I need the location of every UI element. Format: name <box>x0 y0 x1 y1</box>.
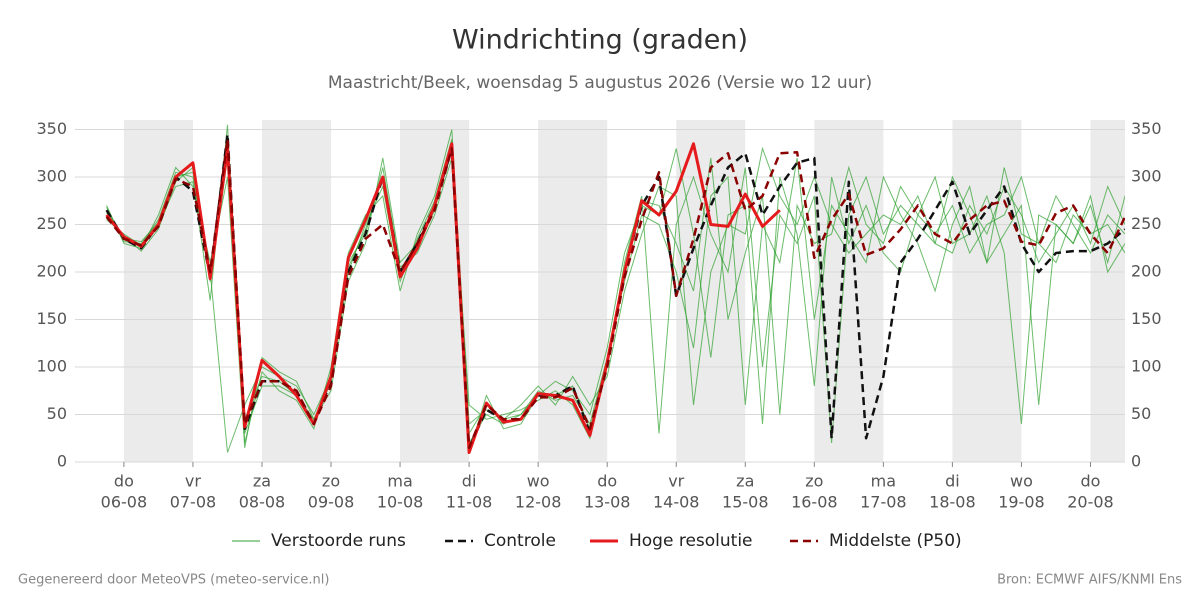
y2-tick-label: 0 <box>1131 452 1141 471</box>
x-tick-sublabel: 18-08 <box>929 493 976 512</box>
x-tick-label: di <box>945 472 960 491</box>
chart-subtitle: Maastricht/Beek, woensdag 5 augustus 202… <box>328 73 872 93</box>
y-tick-label: 150 <box>36 309 67 328</box>
y-tick-label: 0 <box>57 452 67 471</box>
y2-tick-label: 350 <box>1131 119 1162 138</box>
x-tick-sublabel: 07-08 <box>170 493 217 512</box>
x-tick-label: vr <box>668 472 684 491</box>
y2-tick-label: 200 <box>1131 262 1162 281</box>
y2-tick-label: 150 <box>1131 309 1162 328</box>
x-tick-sublabel: 19-08 <box>998 493 1045 512</box>
y2-tick-label: 50 <box>1131 404 1151 423</box>
x-tick-label: ma <box>387 472 412 491</box>
y-tick-label: 200 <box>36 262 67 281</box>
x-tick-label: ma <box>871 472 896 491</box>
x-tick-label: zo <box>805 472 823 491</box>
legend-label: Hoge resolutie <box>629 531 753 551</box>
x-tick-sublabel: 06-08 <box>101 493 148 512</box>
footer-right: Bron: ECMWF AIFS/KNMI Ens <box>997 573 1182 588</box>
plot-area <box>105 124 1125 454</box>
y2-tick-label: 250 <box>1131 214 1162 233</box>
x-tick-label: do <box>597 472 617 491</box>
day-shade <box>1090 120 1125 462</box>
ensemble-line <box>106 124 1125 444</box>
x-tick-sublabel: 11-08 <box>446 493 493 512</box>
x-tick-label: zo <box>322 472 340 491</box>
x-tick-sublabel: 15-08 <box>722 493 769 512</box>
y-tick-label: 250 <box>36 214 67 233</box>
legend-label: Controle <box>484 531 556 551</box>
x-tick-sublabel: 09-08 <box>308 493 355 512</box>
ensemble-line <box>106 148 1125 453</box>
x-tick-sublabel: 20-08 <box>1067 493 1114 512</box>
y-tick-label: 350 <box>36 119 67 138</box>
y-tick-label: 300 <box>36 167 67 186</box>
x-tick-label: wo <box>1010 472 1033 491</box>
x-tick-label: wo <box>527 472 550 491</box>
y-tick-label: 50 <box>47 404 67 423</box>
x-tick-sublabel: 13-08 <box>584 493 631 512</box>
legend-label: Middelste (P50) <box>829 531 962 551</box>
x-tick-label: do <box>114 472 134 491</box>
x-tick-label: za <box>736 472 754 491</box>
x-tick-label: do <box>1081 472 1101 491</box>
x-tick-label: za <box>253 472 271 491</box>
y-tick-label: 100 <box>36 357 67 376</box>
x-tick-sublabel: 12-08 <box>515 493 562 512</box>
x-tick-label: vr <box>185 472 201 491</box>
y2-tick-label: 300 <box>1131 167 1162 186</box>
day-shade <box>952 120 1022 462</box>
x-tick-sublabel: 08-08 <box>239 493 286 512</box>
series-line <box>105 137 1125 450</box>
legend-label: Verstoorde runs <box>271 531 406 551</box>
x-tick-label: di <box>462 472 477 491</box>
x-tick-sublabel: 17-08 <box>860 493 907 512</box>
chart-title: Windrichting (graden) <box>452 25 748 56</box>
x-tick-sublabel: 10-08 <box>377 493 424 512</box>
footer-left: Gegenereerd door MeteoVPS (meteo-service… <box>18 573 329 588</box>
y2-tick-label: 100 <box>1131 357 1162 376</box>
x-tick-sublabel: 14-08 <box>653 493 700 512</box>
x-tick-sublabel: 16-08 <box>791 493 838 512</box>
